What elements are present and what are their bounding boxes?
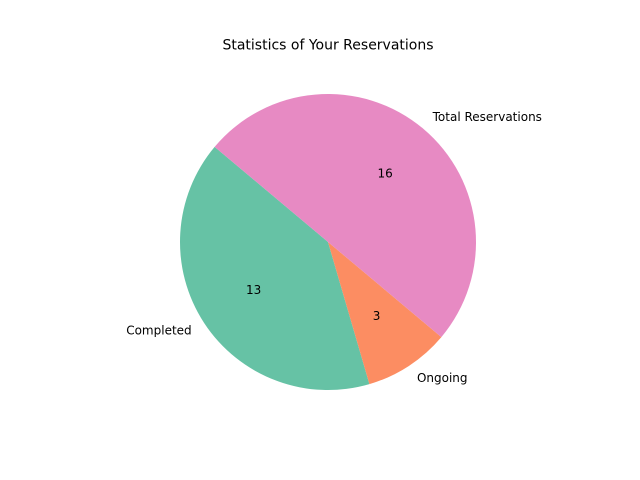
pie-label-total-reservations: Total Reservations [432,110,542,124]
pie-value-ongoing: 3 [373,309,381,323]
pie-slice-ongoing [328,242,442,385]
pie-slice-completed [179,146,370,390]
pie-labels: Completed 13 Ongoing 3 Total Reservations 16 [126,110,542,385]
pie-slices [179,94,476,390]
chart-title: Statistics of Your Reservations [222,38,433,54]
pie-label-ongoing: Ongoing [417,371,468,385]
pie-value-total-reservations: 16 [377,166,392,180]
pie-value-completed: 13 [246,283,261,297]
pie-label-completed: Completed [126,323,191,337]
pie-slice-total-reservations [214,94,476,338]
